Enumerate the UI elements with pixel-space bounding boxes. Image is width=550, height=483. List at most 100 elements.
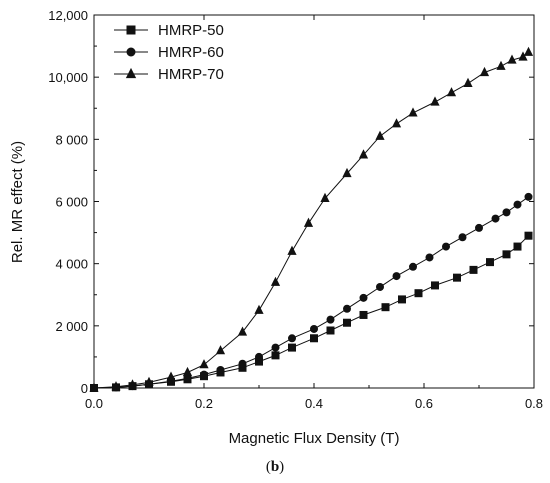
data-point: [381, 303, 390, 312]
data-point: [144, 376, 154, 387]
data-point: [237, 326, 248, 336]
legend-label: HMRP-70: [158, 66, 224, 83]
y-tick-label: 4 000: [55, 257, 88, 272]
x-tick-label: 0.4: [305, 396, 323, 411]
data-point: [442, 242, 450, 251]
data-point: [342, 167, 352, 178]
data-point: [127, 379, 138, 389]
panel-label-letter: b: [271, 459, 279, 475]
x-tick-label: 0.0: [85, 396, 103, 411]
data-point: [409, 262, 417, 271]
data-point: [182, 366, 193, 377]
data-point: [270, 276, 281, 286]
data-point: [199, 359, 209, 369]
series-hmrp-50: [90, 231, 533, 392]
data-point: [524, 192, 533, 201]
series-hmrp-60: [90, 192, 533, 392]
data-point: [215, 345, 226, 355]
y-axis-label: Rel. MR effect (%): [9, 141, 26, 263]
legend-label: HMRP-60: [158, 44, 224, 61]
y-tick-label: 0: [81, 381, 88, 396]
x-tick-label: 0.2: [195, 396, 213, 411]
data-point: [469, 265, 478, 274]
data-point: [216, 365, 225, 374]
panel-label-close: ): [279, 459, 284, 475]
data-point: [496, 60, 506, 70]
data-point: [518, 51, 528, 61]
data-point: [391, 118, 402, 128]
data-point: [111, 381, 121, 391]
legend: HMRP-50 HMRP-60 HMRP-70: [114, 22, 224, 83]
data-point: [392, 272, 401, 281]
data-point: [200, 370, 208, 379]
data-point: [502, 250, 511, 259]
data-point: [326, 326, 335, 335]
data-point: [524, 231, 533, 240]
y-axis-ticks: 0 2 000 4 000 6 000 8 000 10,000 12,000: [48, 8, 534, 396]
y-tick-label: 12,000: [48, 8, 88, 23]
y-tick-label: 8 000: [55, 132, 88, 147]
data-point: [287, 245, 297, 255]
panel-label: (b): [266, 459, 284, 475]
data-point: [359, 310, 368, 319]
data-point: [479, 66, 490, 77]
data-point: [491, 214, 500, 223]
legend-marker-square: [126, 25, 136, 35]
data-point: [425, 253, 434, 262]
data-point: [288, 343, 296, 352]
data-point: [375, 130, 385, 140]
data-point: [271, 351, 280, 360]
data-point: [414, 289, 423, 298]
data-point: [376, 282, 384, 291]
data-point: [359, 293, 368, 302]
data-point: [343, 318, 351, 327]
data-point: [475, 223, 483, 232]
legend-item: HMRP-50: [114, 22, 224, 39]
x-tick-label: 0.8: [525, 396, 543, 411]
series-layer: [89, 46, 534, 392]
data-point: [523, 46, 534, 56]
data-point: [502, 208, 511, 217]
y-tick-label: 10,000: [48, 70, 88, 85]
data-point: [303, 217, 314, 227]
data-point: [398, 295, 406, 304]
y-tick-label: 6 000: [55, 195, 88, 210]
data-point: [463, 77, 473, 87]
x-axis-ticks: 0.0 0.2 0.4 0.6 0.8: [85, 15, 543, 411]
data-point: [513, 200, 522, 209]
data-point: [430, 96, 440, 106]
data-point: [238, 363, 247, 372]
data-point: [89, 382, 99, 392]
legend-item: HMRP-60: [114, 44, 224, 61]
panel-label-open: (: [266, 459, 271, 475]
data-point: [166, 371, 176, 381]
data-point: [254, 304, 264, 314]
data-point: [310, 324, 318, 333]
data-point: [183, 374, 192, 383]
data-point: [310, 334, 318, 343]
data-point: [255, 357, 263, 366]
legend-marker-triangle: [125, 67, 137, 79]
data-point: [446, 87, 457, 97]
data-point: [326, 315, 335, 324]
legend-marker-circle: [126, 47, 136, 57]
data-point: [453, 273, 461, 282]
data-point: [255, 352, 263, 361]
x-tick-label: 0.6: [415, 396, 433, 411]
data-point: [238, 359, 247, 368]
data-point: [320, 192, 330, 202]
data-point: [486, 258, 494, 267]
data-point: [288, 334, 296, 343]
data-point: [358, 149, 369, 159]
data-point: [271, 343, 280, 352]
data-point: [507, 54, 517, 64]
series-line: [93, 235, 529, 389]
data-point: [431, 281, 439, 290]
data-point: [458, 233, 467, 242]
data-point: [513, 242, 522, 251]
legend-item: HMRP-70: [114, 66, 224, 83]
series-hmrp-70: [89, 46, 534, 392]
data-point: [408, 107, 418, 117]
data-point: [343, 304, 351, 313]
